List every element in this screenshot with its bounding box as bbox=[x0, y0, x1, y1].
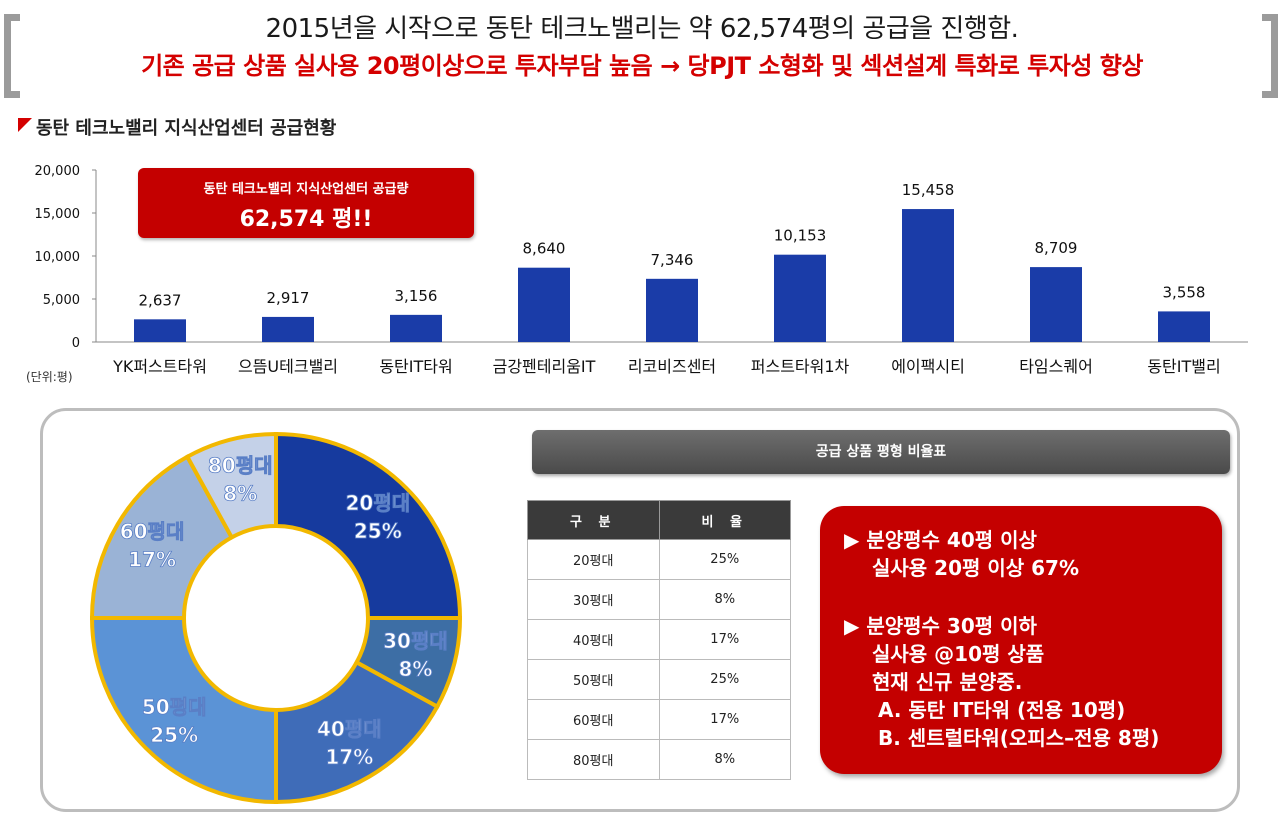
x-tick-label: 동탄IT타워 bbox=[379, 357, 452, 376]
slice-percent-label: 25% bbox=[354, 519, 402, 543]
x-tick-label: 동탄IT밸리 bbox=[1147, 357, 1220, 376]
x-tick-label: 타임스퀘어 bbox=[1019, 357, 1093, 376]
y-tick-label: 15,000 bbox=[35, 207, 81, 222]
bar-value-label: 3,558 bbox=[1163, 283, 1206, 301]
donut-slice bbox=[274, 431, 463, 620]
table-row: 30평대 8% bbox=[527, 579, 791, 620]
summary-info-box: ▶ 분양평수 40평 이상 실사용 20평 이상 67% ▶ 분양평수 30평 … bbox=[820, 506, 1222, 774]
donut-slice bbox=[184, 431, 278, 541]
x-tick-label: 리코비즈센터 bbox=[628, 357, 716, 376]
bar-value-label: 2,637 bbox=[139, 291, 182, 309]
bar bbox=[646, 278, 698, 342]
slice-label: 60평대 bbox=[120, 520, 185, 544]
x-tick-label: 퍼스트타워1차 bbox=[751, 357, 850, 376]
table-row: 20평대 25% bbox=[527, 539, 791, 580]
bullet1-line1: ▶ 분양평수 40평 이상 bbox=[844, 528, 1037, 552]
bar bbox=[134, 319, 186, 342]
header-ratio: 비 율 bbox=[658, 500, 791, 540]
bullet1-line2: 실사용 20평 이상 67% bbox=[872, 556, 1079, 580]
table-row: 80평대 8% bbox=[527, 739, 791, 780]
bar-value-label: 7,346 bbox=[651, 251, 694, 269]
row-ratio: 25% bbox=[658, 659, 791, 700]
bullet2-item-b: B. 센트럴타워(오피스–전용 8평) bbox=[878, 726, 1160, 750]
size-ratio-donut-chart: 20평대 25% 30평대 8% 40평대 17% 50평대 25% 60평대 17% 80평대 8% bbox=[89, 431, 463, 805]
slice-label: 80평대 bbox=[208, 454, 273, 478]
bar bbox=[518, 267, 570, 342]
ratio-table-title: 공급 상품 평형 비율표 bbox=[532, 430, 1230, 474]
bar bbox=[1158, 311, 1210, 342]
row-category: 30평대 bbox=[527, 579, 660, 620]
row-ratio: 8% bbox=[658, 579, 791, 620]
section-title: 동탄 테크노밸리 지식산업센터 공급현황 bbox=[18, 114, 336, 140]
bar-value-label: 15,458 bbox=[902, 181, 955, 199]
bar bbox=[1030, 267, 1082, 342]
donut-slice bbox=[89, 454, 235, 620]
bar bbox=[902, 209, 954, 342]
row-ratio: 17% bbox=[658, 699, 791, 740]
header-category: 구 분 bbox=[527, 500, 660, 540]
supply-bar-chart: 0 5,000 10,000 15,000 20,000 2,637 YK퍼스트타워 2,91… bbox=[35, 164, 1248, 376]
bullet2-line3: 현재 신규 분양중. bbox=[872, 670, 1023, 694]
bar bbox=[774, 254, 826, 342]
slice-percent-label: 17% bbox=[325, 745, 373, 769]
row-category: 20평대 bbox=[527, 539, 660, 580]
bullet2-line1: ▶ 분양평수 30평 이하 bbox=[844, 614, 1037, 638]
red-triangle-icon bbox=[18, 118, 32, 132]
bar bbox=[390, 314, 442, 342]
y-tick-label: 5,000 bbox=[43, 293, 80, 308]
x-tick-label: 에이팩시티 bbox=[891, 357, 965, 376]
bar-value-label: 2,917 bbox=[267, 289, 310, 307]
right-bracket-decoration bbox=[1262, 14, 1278, 98]
y-tick-label: 0 bbox=[72, 336, 80, 351]
x-tick-label: 으뜸U테크밸리 bbox=[238, 357, 338, 376]
bar-value-label: 8,709 bbox=[1035, 239, 1078, 257]
slice-label: 20평대 bbox=[346, 491, 411, 515]
bar bbox=[262, 316, 314, 342]
unit-label: (단위:평) bbox=[26, 370, 73, 384]
row-category: 80평대 bbox=[527, 739, 660, 780]
donut-slice bbox=[274, 659, 440, 805]
row-ratio: 17% bbox=[658, 619, 791, 660]
table-row: 40평대 17% bbox=[527, 619, 791, 660]
bar-value-label: 10,153 bbox=[774, 227, 827, 245]
bullet2-line2: 실사용 @10평 상품 bbox=[872, 642, 1045, 666]
bar-value-label: 8,640 bbox=[523, 240, 566, 258]
slice-label: 40평대 bbox=[317, 717, 382, 741]
slice-percent-label: 8% bbox=[398, 657, 432, 681]
row-category: 40평대 bbox=[527, 619, 660, 660]
x-tick-label: YK퍼스트타워 bbox=[112, 357, 207, 376]
donut-slice bbox=[89, 616, 278, 805]
callout-value: 62,574 평!! bbox=[239, 207, 373, 232]
table-row: 60평대 17% bbox=[527, 699, 791, 740]
row-category: 50평대 bbox=[527, 659, 660, 700]
bar-value-label: 3,156 bbox=[395, 287, 438, 305]
row-ratio: 8% bbox=[658, 739, 791, 780]
table-row: 50평대 25% bbox=[527, 659, 791, 700]
slice-percent-label: 25% bbox=[150, 723, 198, 747]
y-tick-label: 20,000 bbox=[35, 164, 81, 179]
y-tick-label: 10,000 bbox=[35, 250, 81, 265]
slice-percent-label: 17% bbox=[128, 548, 176, 572]
ratio-table-header-row: 구 분 비 율 bbox=[527, 500, 791, 540]
row-category: 60평대 bbox=[527, 699, 660, 740]
slice-label: 50평대 bbox=[142, 695, 207, 719]
section-title-text: 동탄 테크노밸리 지식산업센터 공급현황 bbox=[36, 118, 337, 139]
bullet2-item-a: A. 동탄 IT타워 (전용 10평) bbox=[878, 698, 1126, 722]
ratio-table: 구 분 비 율 20평대 25% 30평대 8% 40평대 17% 50평대 25% 6… bbox=[527, 500, 791, 780]
row-ratio: 25% bbox=[658, 539, 791, 580]
slice-label: 30평대 bbox=[383, 629, 448, 653]
x-tick-label: 금강펜테리움IT bbox=[493, 357, 596, 376]
headline-strategy: 기존 공급 상품 실사용 20평이상으로 투자부담 높음 → 당PJT 소형화 … bbox=[141, 52, 1143, 80]
slice-percent-label: 8% bbox=[223, 482, 257, 506]
headline-summary: 2015년을 시작으로 동탄 테크노밸리는 약 62,574평의 공급을 진행함… bbox=[265, 14, 1019, 44]
left-bracket-decoration bbox=[4, 14, 20, 98]
total-supply-callout: 동탄 테크노밸리 지식산업센터 공급량 62,574 평!! bbox=[138, 168, 474, 238]
callout-title: 동탄 테크노밸리 지식산업센터 공급량 bbox=[203, 182, 409, 197]
